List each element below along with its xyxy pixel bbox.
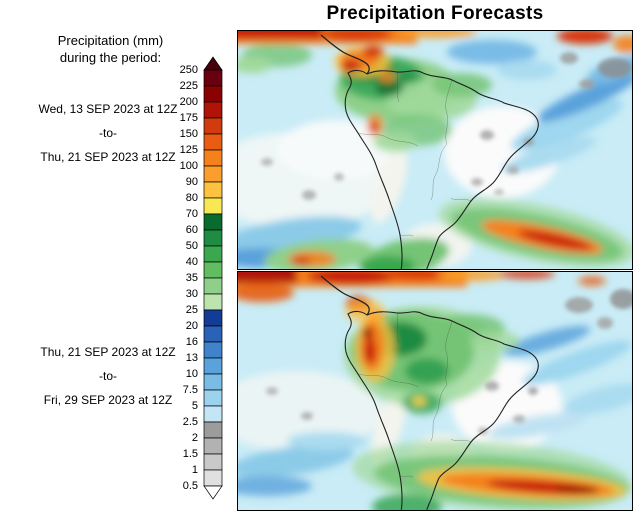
page-title: Precipitation Forecasts [326, 3, 544, 24]
forecast-map-2 [237, 271, 633, 511]
colorbar-tick-label: 50 [185, 240, 198, 252]
colorbar-tick-label: 25 [185, 304, 198, 316]
colorbar-tick-label: 20 [185, 320, 198, 332]
colorbar-tick-label: 250 [179, 64, 198, 76]
forecast-map-1 [237, 30, 633, 270]
precip-field [237, 30, 633, 270]
colorbar-tick-label: 2.5 [182, 416, 198, 428]
colorbar-tick-label: 1 [191, 464, 198, 476]
central-america-coastline [320, 34, 370, 75]
colorbar-tick-label: 30 [185, 288, 198, 300]
period-1-separator: -to- [99, 126, 117, 140]
colorbar-tick-label: 125 [179, 144, 198, 156]
colorbar-tick-label: 35 [185, 272, 198, 284]
central-america-coastline [320, 275, 370, 316]
colorbar-tick-label: 100 [179, 160, 198, 172]
colorbar-tick-label: 7.5 [182, 384, 198, 396]
colorbar-tick-label: 0.5 [182, 480, 198, 492]
colorbar-tick-label: 200 [179, 96, 198, 108]
colorbar-tick-label: 175 [179, 112, 198, 124]
colorbar-tick-label: 5 [191, 400, 198, 412]
colorbar-tick-label: 16 [185, 336, 198, 348]
coastline [344, 310, 539, 511]
period-2-separator: -to- [99, 369, 117, 383]
colorbar-tick-label: 13 [185, 352, 198, 364]
colorbar-tick-label: 10 [185, 368, 198, 380]
period-1-start: Wed, 13 SEP 2023 at 12Z [38, 102, 178, 116]
maps-container [237, 30, 633, 511]
period-block-2: Thu, 21 SEP 2023 at 12Z -to- Fri, 29 SEP… [10, 345, 206, 407]
colorbar-tick-label: 225 [179, 80, 198, 92]
legend-title-line1: Precipitation (mm) [57, 33, 164, 48]
period-2-start: Thu, 21 SEP 2023 at 12Z [40, 345, 176, 359]
colorbar-tick-label: 70 [185, 208, 198, 220]
colorbar: 250 225 200 175 150 125 100 90 80 70 60 50 40 35 30 25 2… [158, 56, 224, 508]
country-borders [357, 312, 472, 478]
colorbar-labels: 250 225 200 175 150 125 100 90 80 70 60 50 40 35 30 25 2… [158, 56, 202, 508]
period-block-1: Wed, 13 SEP 2023 at 12Z -to- Thu, 21 SEP… [10, 102, 206, 164]
period-1-end: Thu, 21 SEP 2023 at 12Z [40, 150, 176, 164]
period-2-end: Fri, 29 SEP 2023 at 12Z [43, 393, 173, 407]
trace-gray-patches [261, 52, 632, 200]
legend-title-line2: during the period: [59, 50, 162, 65]
country-borders [357, 71, 472, 237]
colorbar-tick-label: 40 [185, 256, 198, 268]
colorbar-tick-label: 90 [185, 176, 198, 188]
colorbar-tick-label: 1.5 [182, 448, 198, 460]
colorbar-svg [203, 56, 223, 500]
colorbar-tick-label: 60 [185, 224, 198, 236]
colorbar-tick-label: 80 [185, 192, 198, 204]
colorbar-tick-label: 2 [191, 432, 198, 444]
colorbar-tick-label: 150 [179, 128, 198, 140]
trace-gray-patches [266, 289, 633, 435]
legend-title: Precipitation (mm) during the period: [18, 32, 203, 66]
coastline [344, 69, 539, 270]
